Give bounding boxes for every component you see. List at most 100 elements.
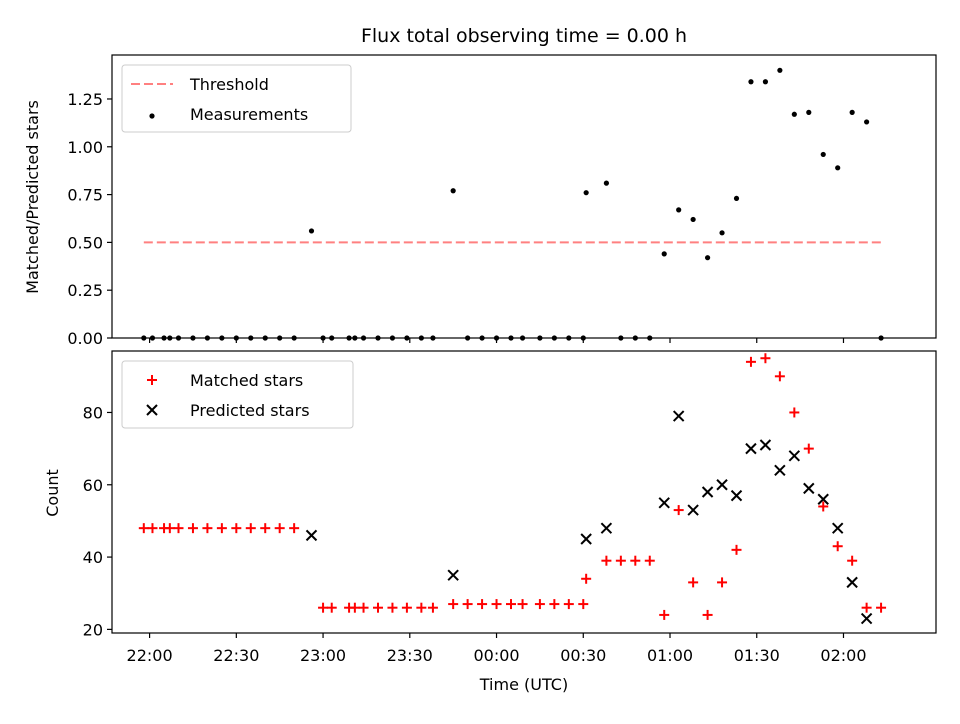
measurement-point	[835, 165, 841, 171]
top-y-axis-label: Matched/Predicted stars	[23, 100, 42, 294]
matched-star-point	[349, 602, 360, 613]
legend-matched-swatch	[147, 375, 157, 385]
measurement-point	[308, 228, 315, 234]
matched-star-point	[847, 555, 858, 566]
matched-star-point	[289, 523, 300, 534]
measurement-point	[733, 195, 740, 202]
y-tick-label: 0.50	[67, 233, 103, 252]
predicted-star-point	[687, 504, 699, 516]
predicted-star-point	[701, 486, 714, 498]
measurement-point	[676, 207, 682, 213]
y-tick-label: 1.00	[67, 138, 103, 157]
matched-star-point	[861, 602, 872, 613]
measurement-point	[603, 180, 610, 186]
matched-star-point	[659, 609, 670, 620]
bottom-y-axis-label: Count	[43, 469, 62, 517]
measurement-point	[450, 188, 456, 194]
matched-star-point	[702, 609, 713, 620]
measurement-point	[762, 79, 769, 85]
bottom-legend: Matched stars Predicted stars	[121, 360, 354, 429]
top-legend: Threshold Measurements	[121, 64, 352, 133]
y-tick-label: 0.25	[67, 281, 103, 300]
measurement-point	[791, 111, 797, 117]
predicted-star-point	[658, 497, 670, 509]
matched-star-point	[581, 573, 592, 584]
matched-star-point	[173, 523, 184, 534]
matched-star-point	[138, 523, 149, 534]
matched-star-point	[202, 523, 213, 534]
measurement-point	[661, 251, 667, 257]
measurement-point	[777, 67, 783, 73]
y-tick-label: 0.75	[67, 186, 103, 205]
matched-star-point	[164, 523, 175, 534]
matched-star-point	[260, 523, 271, 534]
matched-star-point	[534, 599, 545, 610]
y-tick-label: 60	[83, 476, 103, 495]
legend-matched-label: Matched stars	[190, 371, 303, 390]
legend-predicted-swatch	[146, 404, 158, 416]
matched-star-point	[774, 371, 785, 382]
matched-star-point	[731, 544, 742, 555]
predicted-star-point	[788, 450, 801, 462]
x-axis-label: Time (UTC)	[479, 675, 568, 694]
legend-predicted-label: Predicted stars	[190, 401, 310, 420]
y-tick-label: 80	[83, 403, 103, 422]
bottom-panel: 20 40 60 80 22:00 22:30 23:00 23:30 00:00 00:30 0…	[43, 350, 937, 665]
matched-star-point	[803, 443, 814, 454]
measurement-point	[806, 109, 812, 115]
x-tick-label: 00:00	[473, 646, 519, 665]
measurement-point	[864, 119, 870, 125]
x-tick-label: 02:00	[820, 646, 866, 665]
chart-title: Flux total observing time = 0.00 h	[361, 25, 687, 47]
measurement-point	[704, 255, 711, 261]
y-tick-label: 20	[83, 620, 103, 639]
y-tick-label: 1.25	[67, 90, 103, 109]
matched-star-point	[372, 602, 383, 613]
x-tick-label: 22:30	[213, 646, 259, 665]
predicted-star-point	[600, 522, 613, 534]
top-x-axis	[148, 338, 845, 343]
predicted-star-point	[831, 522, 844, 534]
matched-star-point	[630, 555, 641, 566]
predicted-star-point	[774, 464, 786, 477]
bottom-legend-box	[121, 360, 354, 429]
x-tick-label: 01:00	[647, 646, 693, 665]
x-tick-label: 22:00	[127, 646, 173, 665]
matched-star-point	[274, 523, 285, 534]
y-tick-label: 0.00	[67, 329, 103, 348]
y-tick-label: 40	[83, 548, 103, 567]
matched-star-point	[187, 523, 198, 534]
predicted-star-point	[716, 479, 728, 491]
matched-star-point	[216, 523, 227, 534]
top-legend-box	[121, 64, 352, 133]
predicted-star-point	[580, 533, 592, 545]
matched-star-point	[147, 523, 158, 534]
predicted-star-point	[672, 410, 685, 422]
matched-star-point	[505, 599, 516, 610]
predicted-star-point	[305, 529, 318, 542]
matched-star-point	[688, 577, 699, 588]
matched-star-point	[448, 599, 459, 610]
measurement-point	[719, 230, 725, 236]
matched-star-point	[578, 599, 589, 610]
predicted-star-point	[817, 493, 829, 505]
matched-star-point	[231, 523, 242, 534]
predicted-star-point	[730, 489, 743, 502]
bottom-panel-marks	[138, 353, 887, 625]
legend-measurements-swatch	[149, 113, 155, 119]
measurement-point	[583, 190, 589, 196]
bottom-plot-frame	[111, 350, 937, 634]
top-panel: 0.00 0.25 0.50 0.75 1.00 1.25 Threshold Measu…	[23, 54, 937, 348]
legend-threshold-label: Threshold	[189, 75, 269, 94]
matched-star-point	[387, 602, 398, 613]
matched-star-point	[358, 602, 369, 613]
x-tick-label: 00:30	[560, 646, 606, 665]
matched-star-point	[401, 602, 412, 613]
matched-star-point	[563, 599, 574, 610]
matched-star-point	[717, 577, 728, 588]
matched-star-point	[601, 555, 612, 566]
bottom-x-axis: 22:00 22:30 23:00 23:30 00:00 00:30 01:00 01:30…	[127, 633, 867, 665]
x-tick-label: 23:00	[300, 646, 346, 665]
